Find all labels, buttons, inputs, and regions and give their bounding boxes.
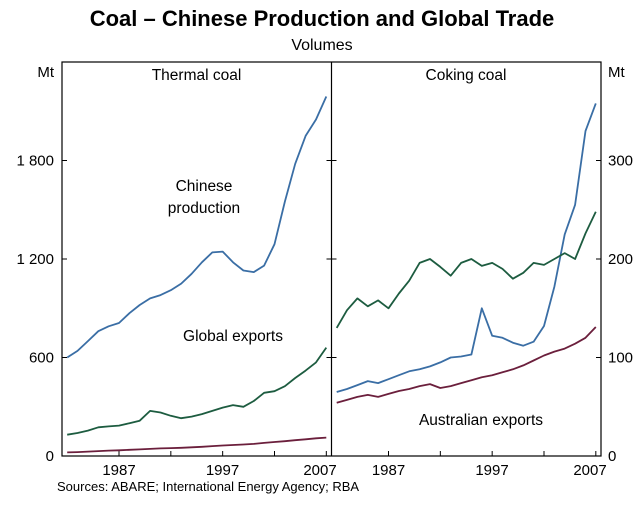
series-line-chinese-production [66, 96, 328, 359]
sources-note: Sources: ABARE; International Energy Age… [57, 479, 360, 494]
label-global-exports: Global exports [183, 328, 283, 345]
series-line-australian-exports [67, 436, 327, 454]
right-axis-unit: Mt [608, 64, 625, 81]
right-tick-300: 300 [608, 153, 633, 170]
series-line-global-exports [67, 347, 328, 436]
label-chinese-production-line1: Chinese [176, 178, 233, 195]
label-chinese-production-line2: production [168, 200, 240, 217]
left-tick-1800: 1 800 [16, 153, 54, 170]
xlabel-right-1987: 1987 [372, 462, 405, 479]
label-australian-exports: Australian exports [419, 412, 543, 429]
xlabel-right-2007: 2007 [573, 462, 606, 479]
xlabel-left-2007: 2007 [303, 462, 336, 479]
right-tick-0: 0 [608, 448, 616, 465]
left-tick-0: 0 [46, 448, 54, 465]
chart-subtitle: Volumes [291, 37, 353, 54]
chart-title: Coal – Chinese Production and Global Tra… [89, 6, 555, 31]
series-line-global-exports [335, 211, 597, 329]
panel-title-thermal: Thermal coal [152, 67, 242, 84]
xlabel-right-1997: 1997 [475, 462, 508, 479]
right-tick-100: 100 [608, 350, 633, 367]
right-tick-200: 200 [608, 251, 633, 268]
xlabel-left-1997: 1997 [206, 462, 239, 479]
left-tick-1200: 1 200 [16, 251, 54, 268]
series-line-chinese-production [336, 103, 597, 393]
series-lines [66, 96, 597, 454]
xlabel-left-1987: 1987 [102, 462, 135, 479]
left-axis-unit: Mt [37, 64, 54, 81]
series-line-australian-exports [336, 326, 597, 404]
panel-title-coking: Coking coal [426, 67, 507, 84]
left-tick-600: 600 [29, 350, 54, 367]
axis-ticks [62, 160, 601, 456]
